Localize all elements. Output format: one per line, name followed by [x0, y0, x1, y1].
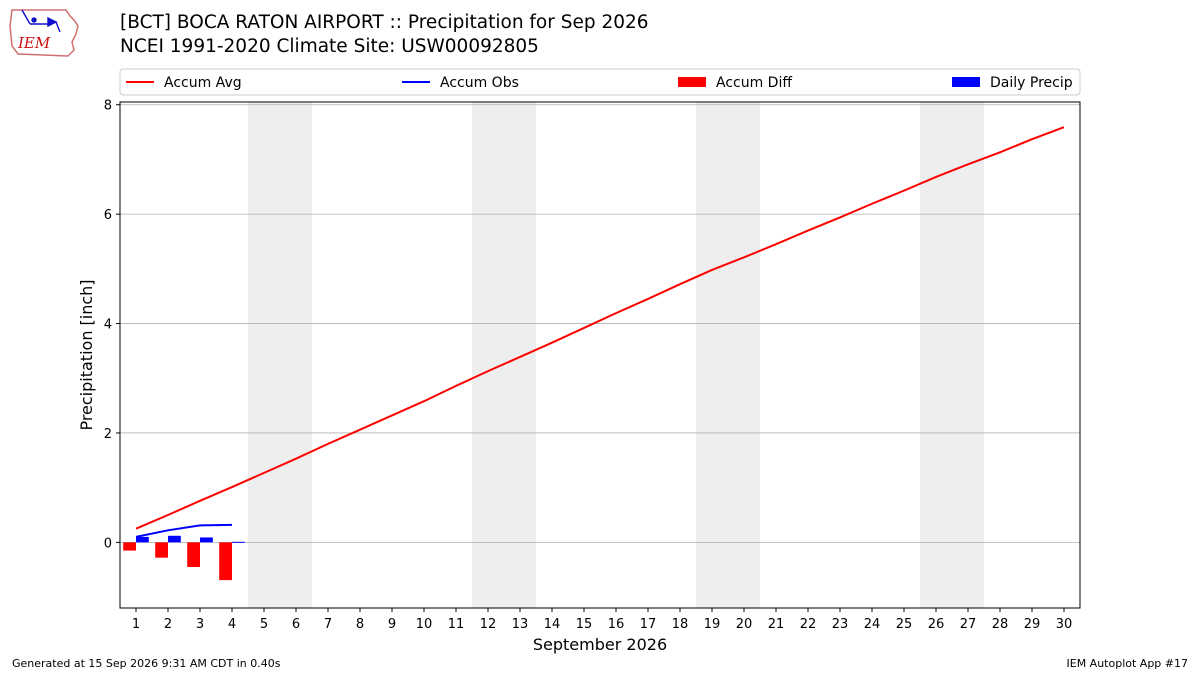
legend-label: Accum Avg	[164, 75, 242, 91]
legend-label: Accum Obs	[440, 75, 519, 91]
y-tick-label: 8	[104, 99, 112, 114]
iowa-outline-icon	[9, 9, 79, 57]
weekend-band	[920, 102, 984, 608]
x-axis-ticks: 1 2 3 4 5 6 7 8 9 10 11 12 13 14 15 16 17 18 19 20 21 22 23 24 2…	[132, 608, 1072, 632]
line-accum-avg	[135, 126, 1065, 530]
legend-label: Daily Precip	[990, 75, 1073, 91]
bar-accum-diff	[187, 542, 200, 567]
x-tick-label: 7	[324, 617, 332, 632]
y-axis-label: Precipitation [inch]	[77, 279, 96, 430]
legend-swatch-box	[952, 77, 980, 87]
x-tick-label: 11	[448, 617, 465, 632]
bar-series	[123, 535, 245, 581]
bar-daily-precip	[136, 536, 149, 543]
weather-station-icon	[21, 9, 61, 33]
x-tick-label: 16	[608, 617, 625, 632]
x-tick-label: 28	[992, 617, 1009, 632]
x-tick-label: 19	[704, 617, 721, 632]
bar-accum-diff	[219, 542, 232, 581]
x-tick-label: 14	[544, 617, 561, 632]
bar-daily-precip	[168, 535, 181, 543]
legend: Accum Avg Accum Obs Accum Diff Daily Precip	[119, 68, 1081, 96]
x-tick-label: 25	[896, 617, 913, 632]
x-tick-label: 13	[512, 617, 529, 632]
y-tick-label: 0	[104, 536, 112, 551]
x-tick-label: 10	[416, 617, 433, 632]
x-tick-label: 15	[576, 617, 593, 632]
generated-note: Generated at 15 Sep 2026 9:31 AM CDT in …	[12, 657, 281, 670]
x-tick-label: 26	[928, 617, 945, 632]
x-tick-label: 8	[356, 617, 364, 632]
y-axis-ticks: 0 2 4 6 8	[104, 99, 120, 551]
x-tick-label: 22	[800, 617, 817, 632]
weekend-band	[696, 102, 760, 608]
y-tick-label: 2	[104, 427, 112, 442]
x-tick-label: 30	[1056, 617, 1073, 632]
x-tick-label: 9	[388, 617, 396, 632]
chart-subtitle: NCEI 1991-2020 Climate Site: USW00092805	[120, 36, 539, 57]
logo-text: IEM	[17, 34, 51, 52]
x-axis-label: September 2026	[533, 635, 667, 654]
line-accum-obs	[135, 523, 233, 538]
x-tick-label: 6	[292, 617, 300, 632]
x-tick-label: 2	[164, 617, 172, 632]
legend-swatch-box	[678, 77, 706, 87]
y-tick-label: 6	[104, 208, 112, 223]
bar-accum-diff	[123, 542, 136, 551]
bar-accum-diff	[155, 542, 168, 558]
legend-box	[119, 68, 1081, 96]
x-tick-label: 5	[260, 617, 268, 632]
x-tick-label: 21	[768, 617, 785, 632]
x-tick-label: 3	[196, 617, 204, 632]
x-tick-label: 17	[640, 617, 657, 632]
app-note: IEM Autoplot App #17	[1066, 657, 1189, 670]
bar-daily-precip	[200, 537, 213, 543]
x-tick-label: 23	[832, 617, 849, 632]
legend-label: Accum Diff	[716, 75, 792, 91]
x-tick-label: 29	[1024, 617, 1041, 632]
y-tick-label: 4	[104, 318, 112, 333]
x-tick-label: 12	[480, 617, 497, 632]
bar-daily-precip	[232, 541, 245, 543]
x-tick-label: 4	[228, 617, 236, 632]
plot-frame	[119, 101, 1081, 609]
weekend-shading	[248, 102, 984, 608]
x-tick-label: 27	[960, 617, 977, 632]
line-series	[135, 126, 1065, 538]
x-tick-label: 24	[864, 617, 881, 632]
x-tick-label: 1	[132, 617, 140, 632]
x-tick-label: 18	[672, 617, 689, 632]
iem-logo: IEM	[9, 9, 79, 57]
chart-title: [BCT] BOCA RATON AIRPORT :: Precipitatio…	[120, 12, 649, 33]
x-tick-label: 20	[736, 617, 753, 632]
grid-lines	[120, 104, 1080, 543]
weekend-band	[248, 102, 312, 608]
